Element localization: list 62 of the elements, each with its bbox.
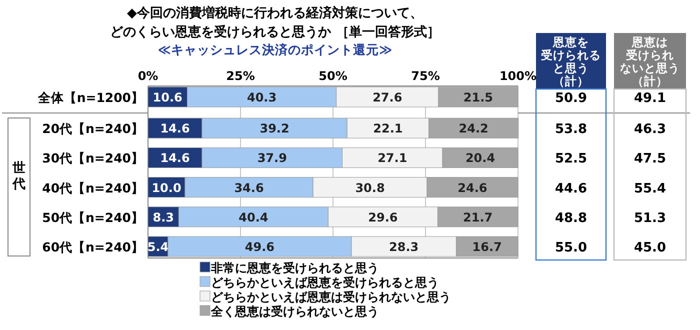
data-label: 20.4 (465, 151, 496, 166)
data-label: 40.3 (246, 90, 277, 104)
text: 55.4 (634, 181, 666, 196)
data-label: 21.7 (463, 210, 493, 224)
data-label: 14.6 (160, 151, 190, 166)
data-label: 8.3 (152, 210, 174, 224)
data-label: 28.3 (389, 240, 419, 254)
y-tick-label: 20代【n=240】 (42, 121, 144, 136)
data-label: 49.6 (244, 240, 275, 254)
text: 51.3 (634, 210, 666, 226)
data-label: 34.6 (234, 180, 264, 195)
data-label: 5.4 (147, 240, 169, 254)
x-tick-label: 50% (318, 69, 348, 83)
data-label: 24.6 (458, 180, 488, 195)
chart-title: ◆今回の消費増税時に行われる経済対策について、どのくらい恩恵を受けられると思うか ［単一回答形式］ (110, 5, 440, 40)
y-tick-label: 30代【n=240】 (42, 150, 144, 166)
x-tick-label: 0% (138, 69, 158, 83)
text: 45.0 (634, 240, 666, 256)
text: （計） (632, 74, 668, 88)
text: 恩恵は (631, 35, 668, 49)
data-label: 10.6 (152, 90, 182, 104)
data-label: 27.6 (372, 90, 402, 104)
data-label: 24.2 (458, 122, 488, 136)
text: 受けられ (625, 48, 674, 62)
legend-label: どちらかといえば恩恵を受けられると思う (211, 276, 439, 290)
y-tick-label: 60代【n=240】 (42, 240, 144, 254)
text: 44.6 (554, 181, 588, 196)
data-label: 21.5 (463, 90, 494, 104)
data-label: 16.7 (472, 240, 502, 254)
legend-label: 非常に恩恵を受けられると思う (210, 261, 379, 275)
x-tick-label: 25% (226, 69, 255, 83)
text: 52.5 (554, 152, 588, 167)
y-tick-label: 40代【n=240】 (42, 180, 144, 196)
data-label: 22.1 (373, 122, 403, 136)
text: （計） (553, 74, 589, 88)
text: 48.8 (554, 210, 588, 226)
data-label: 27.1 (378, 151, 408, 166)
data-label: 30.8 (355, 180, 385, 195)
text: 受けられる (540, 48, 601, 62)
data-label: 14.6 (160, 122, 190, 136)
data-label: 37.9 (257, 151, 287, 166)
text: ないと思う (620, 61, 680, 75)
data-label: 39.2 (260, 122, 290, 136)
y-tick-label: 全体【n=1200】 (36, 90, 144, 105)
data-label: 29.6 (368, 210, 398, 224)
text: と思う (553, 61, 589, 75)
x-tick-label: 75% (411, 69, 440, 83)
data-label: 10.0 (152, 180, 182, 195)
x-tick-label: 100% (499, 69, 537, 83)
text: 50.9 (554, 91, 588, 106)
y-tick-label: 50代【n=240】 (42, 210, 144, 225)
text: 47.5 (634, 152, 666, 167)
legend-label: 全く恩恵は受けられないと思う (210, 304, 379, 318)
text: 49.1 (634, 91, 666, 106)
data-label: 40.4 (238, 210, 268, 224)
legend-label: どちらかといえば恩恵は受けられないと思う (211, 290, 451, 304)
text: 46.3 (634, 122, 666, 138)
chart-subtitle: ≪キャッシュレス決済のポイント還元≫ (158, 42, 392, 57)
text: 恩恵を (552, 35, 589, 49)
text: 53.8 (554, 122, 588, 138)
text: 世代 (12, 161, 26, 192)
text: 55.0 (554, 240, 588, 256)
